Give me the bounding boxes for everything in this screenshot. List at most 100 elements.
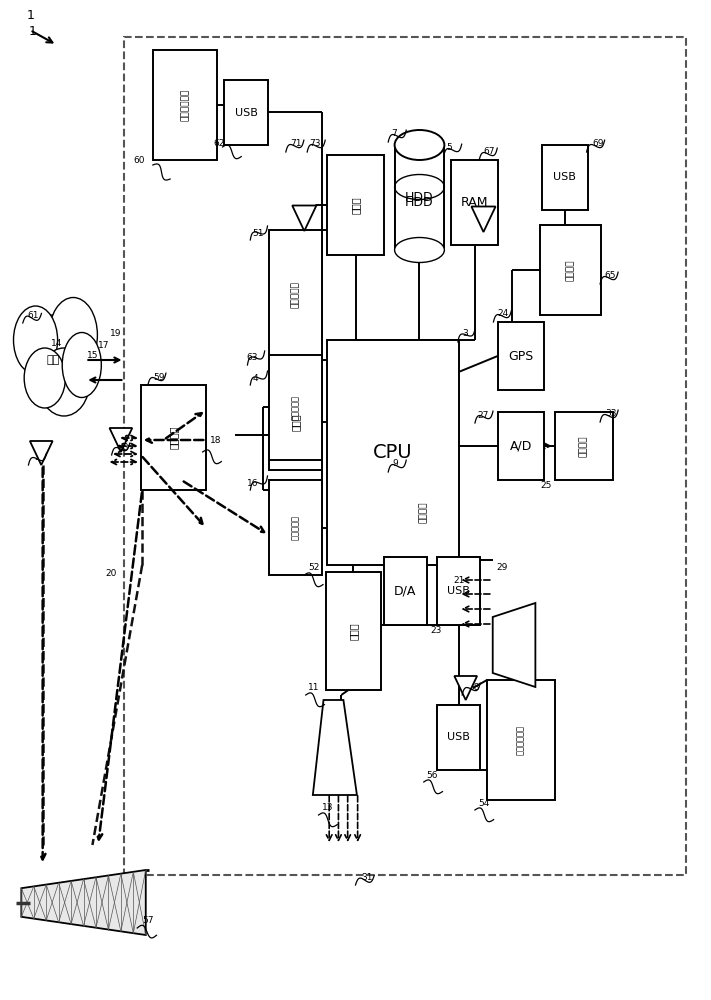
Text: 3: 3 <box>462 329 468 338</box>
Text: 车辆导航装置: 车辆导航装置 <box>181 89 189 121</box>
Polygon shape <box>454 676 477 700</box>
Polygon shape <box>109 428 132 452</box>
Text: 54: 54 <box>478 799 489 808</box>
Text: 18: 18 <box>210 436 221 445</box>
Text: 路由器: 路由器 <box>351 196 360 214</box>
Text: 21: 21 <box>454 576 465 585</box>
FancyBboxPatch shape <box>269 480 322 575</box>
Text: 59: 59 <box>153 373 164 382</box>
Text: A/D: A/D <box>510 440 532 452</box>
Text: 55: 55 <box>34 453 46 462</box>
Ellipse shape <box>14 306 58 374</box>
Text: USB: USB <box>235 107 257 117</box>
Text: 显示器: 显示器 <box>290 414 301 431</box>
Text: 24: 24 <box>498 309 509 318</box>
Text: USB: USB <box>447 732 470 742</box>
FancyBboxPatch shape <box>487 680 555 800</box>
Text: 20: 20 <box>105 569 117 578</box>
Ellipse shape <box>49 298 97 372</box>
Text: USB: USB <box>447 586 470 596</box>
Text: 73: 73 <box>309 139 321 148</box>
Text: 1: 1 <box>27 9 35 22</box>
Text: 15: 15 <box>87 351 98 360</box>
Text: CPU: CPU <box>373 443 412 462</box>
Text: USB: USB <box>553 172 577 182</box>
Text: 25: 25 <box>540 481 552 490</box>
Text: 57: 57 <box>142 916 154 925</box>
Polygon shape <box>30 441 53 465</box>
FancyBboxPatch shape <box>542 145 588 210</box>
Text: 69: 69 <box>592 139 604 148</box>
FancyBboxPatch shape <box>451 160 498 245</box>
Text: 5: 5 <box>447 143 452 152</box>
Ellipse shape <box>38 348 90 416</box>
Text: 62: 62 <box>213 139 225 148</box>
Text: 67: 67 <box>483 147 495 156</box>
Text: D/A: D/A <box>394 584 417 597</box>
FancyBboxPatch shape <box>395 145 444 250</box>
FancyBboxPatch shape <box>326 572 381 690</box>
Text: 蓝牙收发器: 蓝牙收发器 <box>291 515 300 540</box>
FancyBboxPatch shape <box>395 145 444 250</box>
Text: 61: 61 <box>27 311 38 320</box>
Text: 14: 14 <box>51 339 63 348</box>
Text: 1: 1 <box>28 25 36 38</box>
Text: 输入选择器: 输入选择器 <box>291 282 300 308</box>
Text: 7: 7 <box>391 129 397 138</box>
Text: 调制解调器: 调制解调器 <box>291 395 300 420</box>
Text: 27: 27 <box>478 411 489 420</box>
Polygon shape <box>21 870 146 935</box>
Text: HDD: HDD <box>405 196 434 209</box>
Text: 9: 9 <box>392 459 398 468</box>
Text: 60: 60 <box>134 156 145 165</box>
FancyBboxPatch shape <box>540 225 601 315</box>
FancyBboxPatch shape <box>498 412 544 480</box>
Text: 蓝牙配对: 蓝牙配对 <box>419 502 428 523</box>
Text: 16: 16 <box>247 479 258 488</box>
Text: HDD: HDD <box>405 191 434 204</box>
Text: 23: 23 <box>430 626 442 635</box>
Text: 51: 51 <box>252 229 264 238</box>
Ellipse shape <box>395 237 444 262</box>
Text: 19: 19 <box>110 329 122 338</box>
Text: 4: 4 <box>252 374 258 383</box>
Ellipse shape <box>24 348 65 408</box>
Text: 29: 29 <box>496 563 508 572</box>
Text: RAM: RAM <box>461 196 488 209</box>
Text: 网络: 网络 <box>47 355 60 365</box>
Text: 65: 65 <box>604 271 616 280</box>
Text: 个人导航装置: 个人导航装置 <box>516 725 525 755</box>
Text: 11: 11 <box>308 683 319 692</box>
Text: 13: 13 <box>322 803 333 812</box>
Text: GPS: GPS <box>508 350 533 362</box>
Text: 52: 52 <box>308 563 319 572</box>
FancyBboxPatch shape <box>141 385 206 490</box>
Text: 71: 71 <box>290 139 301 148</box>
Polygon shape <box>313 700 357 795</box>
Text: 17: 17 <box>98 341 109 350</box>
FancyBboxPatch shape <box>397 465 450 560</box>
FancyBboxPatch shape <box>327 340 459 565</box>
FancyBboxPatch shape <box>269 355 322 460</box>
FancyBboxPatch shape <box>384 557 427 625</box>
Text: 56: 56 <box>427 771 438 780</box>
Ellipse shape <box>27 315 80 405</box>
FancyBboxPatch shape <box>269 230 322 360</box>
Polygon shape <box>471 207 496 232</box>
FancyBboxPatch shape <box>327 155 384 255</box>
FancyBboxPatch shape <box>224 80 268 145</box>
FancyBboxPatch shape <box>437 705 480 770</box>
Ellipse shape <box>395 130 444 160</box>
Ellipse shape <box>63 332 101 397</box>
Text: 辅助输入: 辅助输入 <box>579 435 588 457</box>
Text: 31: 31 <box>361 873 373 882</box>
FancyBboxPatch shape <box>153 50 217 160</box>
FancyBboxPatch shape <box>498 322 544 390</box>
Text: 辅助装置: 辅助装置 <box>566 259 575 281</box>
Polygon shape <box>292 206 316 231</box>
FancyBboxPatch shape <box>555 412 613 480</box>
Polygon shape <box>493 603 535 687</box>
FancyBboxPatch shape <box>437 557 480 625</box>
Text: 放大器: 放大器 <box>348 622 358 640</box>
Text: 58: 58 <box>468 683 479 692</box>
